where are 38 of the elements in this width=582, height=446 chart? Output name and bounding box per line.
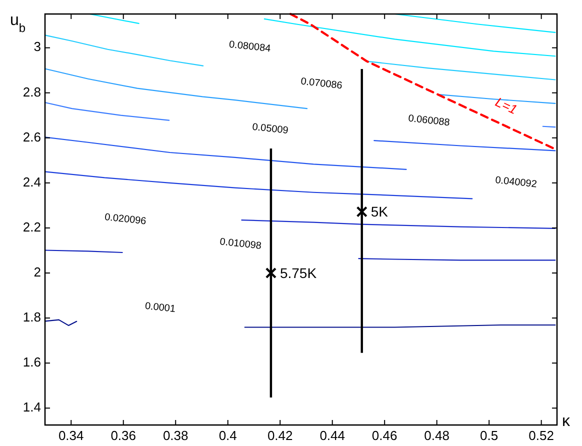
- y-tick-label: 2.6: [22, 129, 41, 144]
- y-tick-label: 2.4: [22, 174, 41, 190]
- annotation: 0.070086: [300, 76, 344, 92]
- x-tick-label: 0.46: [372, 428, 398, 443]
- y-axis-title: u$_{b}$: [10, 12, 26, 35]
- line-series: [44, 136, 407, 170]
- annotation: 0.020096: [104, 212, 148, 228]
- annotation: 0.040092: [494, 175, 538, 190]
- y-tick-label: 1.4: [22, 400, 41, 415]
- x-tick-label: 0.44: [320, 428, 346, 443]
- x-tick-label: 0.36: [110, 428, 136, 443]
- line-series: [44, 34, 204, 66]
- annotation: 0.080084: [228, 39, 272, 55]
- y-tick-label: 2.8: [22, 84, 41, 100]
- x-tick-label: 0.4: [218, 428, 237, 443]
- annotation: 0.010098: [219, 236, 262, 252]
- text: L=1: [493, 94, 520, 118]
- y-tick-label: 2: [34, 264, 41, 280]
- line-series: [289, 12, 556, 150]
- x-tick-label: 0.42: [267, 428, 293, 443]
- y-tick-label: 2.2: [22, 219, 41, 234]
- x-tick-label: 0.52: [528, 428, 554, 443]
- line-series: [44, 171, 473, 200]
- annotation: 0.060088: [408, 113, 451, 129]
- x-axis-title: κ: [562, 413, 571, 430]
- annotation: 0.05009: [252, 122, 290, 137]
- x-tick-label: 0.48: [424, 428, 450, 443]
- annotation: 5K: [370, 204, 389, 220]
- y-tick-label: 3: [34, 39, 41, 54]
- line-series: [241, 220, 556, 229]
- x-tick-label: 0.34: [58, 428, 84, 443]
- x-tick-label: 0.5: [480, 428, 498, 443]
- y-tick-label: 1.6: [22, 354, 41, 370]
- x-tick-label: 0.38: [162, 428, 188, 443]
- y-tick-label: 1.8: [22, 309, 41, 324]
- annotation: 5.75K: [280, 264, 318, 281]
- annotation: 0.0001: [144, 300, 176, 316]
- line-series: [44, 102, 170, 121]
